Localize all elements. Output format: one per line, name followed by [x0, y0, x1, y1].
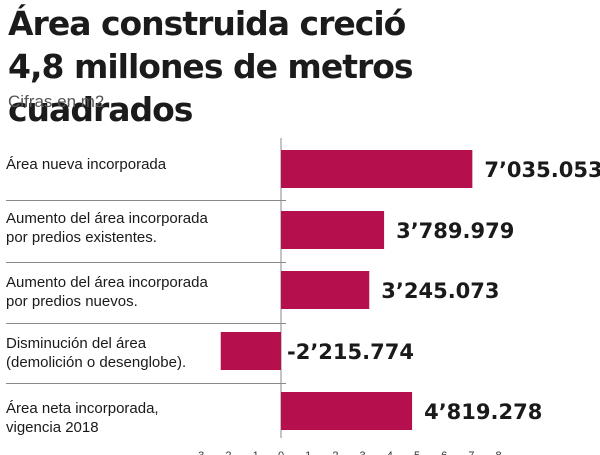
row-label-1: Área nueva incorporada [6, 155, 271, 174]
row-label-2: Aumento del área incorporada por predios… [6, 209, 271, 247]
x-tick-label: 7 [468, 450, 474, 455]
row-divider [6, 383, 286, 384]
bar-3 [281, 271, 370, 309]
title-line-2: 4,8 millones de metros cuadrados [8, 47, 414, 129]
value-label-4: -2’215.774 [287, 340, 414, 364]
value-label-1: 7’035.053 [484, 158, 600, 182]
row-label-5-line-1: Área neta incorporada, [6, 400, 159, 417]
x-tick-label: -1 [249, 450, 259, 455]
x-tick-label: 5 [414, 450, 420, 455]
bar-2 [281, 211, 385, 249]
chart-title: Área construida creció 4,8 millones de m… [8, 2, 598, 131]
row-label-4-line-1: Disminución del área [6, 335, 147, 352]
title-line-1: Área construida creció [8, 4, 406, 43]
bar-5 [281, 392, 413, 430]
x-tick-label: -2 [222, 450, 232, 455]
x-tick-label: 6 [441, 450, 447, 455]
bar-4 [220, 332, 281, 370]
row-label-2-line-2: por predios existentes. [6, 229, 157, 246]
row-label-3-line-1: Aumento del área incorporada [6, 274, 208, 291]
value-label-3: 3’245.073 [381, 279, 499, 303]
row-label-3: Aumento del área incorporada por predios… [6, 273, 271, 311]
row-divider [6, 200, 286, 201]
x-tick-label: -3 [195, 450, 205, 455]
row-label-4-line-2: (demolición o desenglobe). [6, 354, 187, 371]
x-tick-label: 1 [305, 450, 311, 455]
chart-subtitle: Cifras en m2 [8, 92, 105, 111]
value-label-5: 4’819.278 [424, 400, 542, 424]
x-tick-label: 0 [278, 450, 284, 455]
row-divider [6, 323, 286, 324]
row-label-2-line-1: Aumento del área incorporada [6, 210, 208, 227]
x-tick-label: 8 [496, 450, 502, 455]
value-label-2: 3’789.979 [396, 219, 514, 243]
row-label-5-line-2: vigencia 2018 [6, 419, 99, 436]
row-label-3-line-2: por predios nuevos. [6, 293, 138, 310]
bar-1 [281, 150, 473, 188]
row-label-4: Disminución del área (demolición o desen… [6, 334, 271, 372]
row-label-1-line-1: Área nueva incorporada [6, 156, 167, 173]
row-label-5: Área neta incorporada, vigencia 2018 [6, 399, 271, 437]
x-tick-label: 2 [332, 450, 338, 455]
x-tick-label: 3 [360, 450, 366, 455]
row-divider [6, 262, 286, 263]
x-tick-label: 4 [387, 450, 393, 455]
